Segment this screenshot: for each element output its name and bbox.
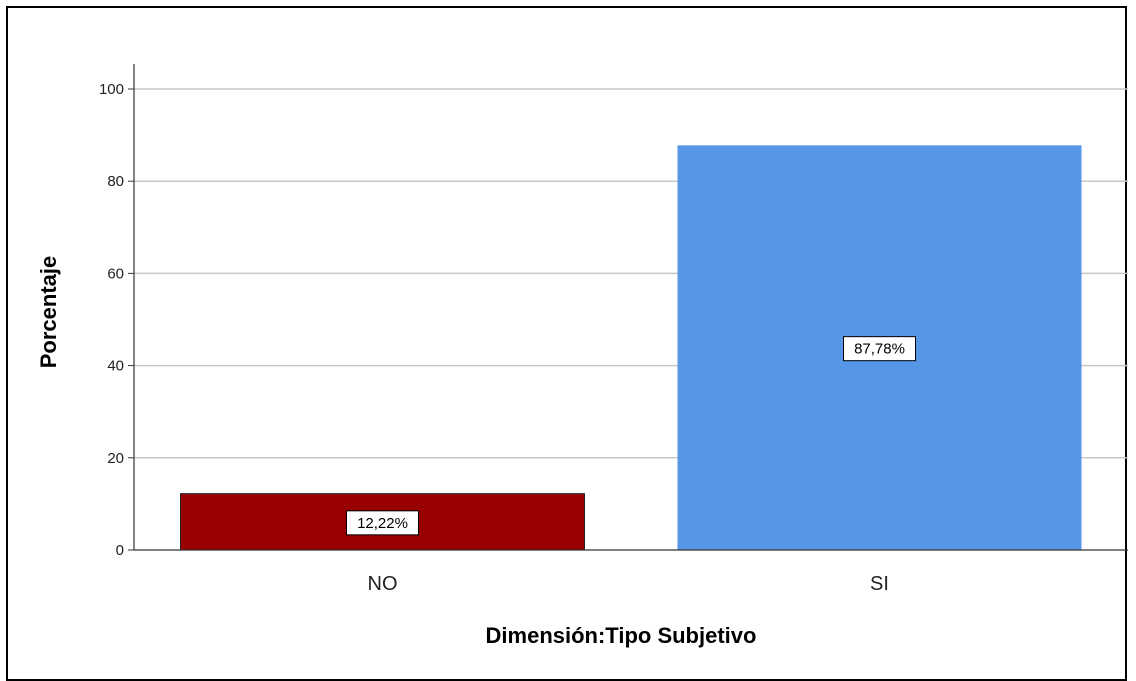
y-ticks: 0 20 40 60 80 100	[99, 81, 134, 559]
data-labels: 12,22% 87,78%	[346, 336, 916, 536]
y-tick-label: 40	[107, 358, 124, 375]
data-label-box	[346, 510, 419, 536]
y-axis-title: Porcentaje	[36, 256, 61, 369]
x-category-label: SI	[870, 573, 889, 595]
y-tick-label: 20	[107, 450, 124, 467]
x-categories: NO SI	[368, 573, 889, 595]
data-label-box	[843, 336, 916, 362]
data-label: 87,78%	[843, 336, 916, 362]
y-tick-label: 0	[116, 542, 124, 559]
bars	[180, 145, 1082, 551]
data-label: 12,22%	[346, 510, 419, 536]
y-tick-label: 100	[99, 81, 124, 98]
data-label-text: 12,22%	[357, 515, 408, 532]
axes	[133, 64, 1128, 551]
data-label-text: 87,78%	[854, 341, 905, 358]
x-axis-title: Dimensión:Tipo Subjetivo	[486, 623, 757, 648]
y-tick-label: 80	[107, 173, 124, 190]
x-category-label: NO	[368, 573, 398, 595]
y-tick-label: 60	[107, 265, 124, 282]
